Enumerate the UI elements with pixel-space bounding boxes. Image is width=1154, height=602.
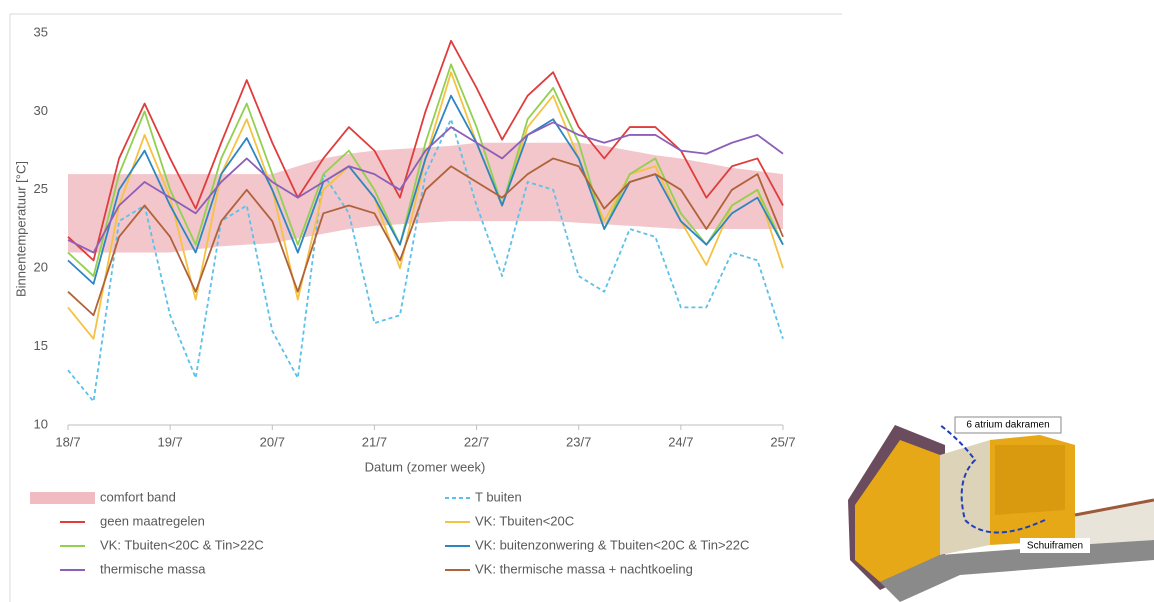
y-tick-label: 10 bbox=[34, 416, 48, 431]
floor bbox=[880, 540, 1154, 602]
y-tick-label: 25 bbox=[34, 181, 48, 196]
comfort-band bbox=[68, 142, 783, 253]
atrium bbox=[940, 440, 990, 555]
legend-label: VK: Tbuiten<20C & Tin>22C bbox=[100, 537, 264, 552]
x-tick-label: 23/7 bbox=[566, 434, 591, 449]
annotation: 6 atrium dakramen bbox=[966, 420, 1049, 431]
label-box bbox=[954, 416, 1062, 434]
series-line bbox=[67, 39, 784, 262]
series-line bbox=[67, 157, 784, 317]
x-tick-label: 22/7 bbox=[464, 434, 489, 449]
y-axis-label: Binnentemperatuur [°C] bbox=[13, 161, 28, 297]
x-tick-label: 21/7 bbox=[362, 434, 387, 449]
wall bbox=[855, 440, 940, 582]
series-line bbox=[67, 118, 784, 403]
x-tick-label: 19/7 bbox=[157, 434, 182, 449]
legend-label: VK: Tbuiten<20C bbox=[475, 513, 574, 528]
x-axis-label: Datum (zomer week) bbox=[365, 459, 486, 474]
series-line bbox=[67, 94, 784, 285]
legend-label: thermische massa bbox=[100, 561, 206, 576]
airflow-arrow bbox=[939, 424, 1046, 534]
x-tick-label: 25/7 bbox=[770, 434, 795, 449]
label-box bbox=[1020, 538, 1090, 553]
legend-swatch bbox=[30, 492, 95, 504]
window-block bbox=[995, 445, 1065, 515]
legend-label: VK: thermische massa + nachtkoeling bbox=[475, 561, 693, 576]
y-tick-label: 30 bbox=[34, 103, 48, 118]
x-tick-label: 24/7 bbox=[668, 434, 693, 449]
y-tick-label: 15 bbox=[34, 338, 48, 353]
legend-label: comfort band bbox=[100, 489, 176, 504]
legend-label: T buiten bbox=[475, 489, 522, 504]
annotation: Schuiframen bbox=[1027, 541, 1083, 552]
x-tick-label: 18/7 bbox=[55, 434, 80, 449]
y-tick-label: 20 bbox=[34, 260, 48, 275]
legend-label: VK: buitenzonwering & Tbuiten<20C & Tin>… bbox=[475, 537, 749, 552]
fence-rail bbox=[1074, 498, 1154, 517]
series-line bbox=[67, 121, 784, 254]
legend-label: geen maatregelen bbox=[100, 513, 205, 528]
illustration: 6 atrium dakramen Schuiframen bbox=[848, 416, 1154, 602]
series-line bbox=[67, 63, 784, 277]
x-tick-label: 20/7 bbox=[260, 434, 285, 449]
y-tick-label: 35 bbox=[34, 24, 48, 39]
